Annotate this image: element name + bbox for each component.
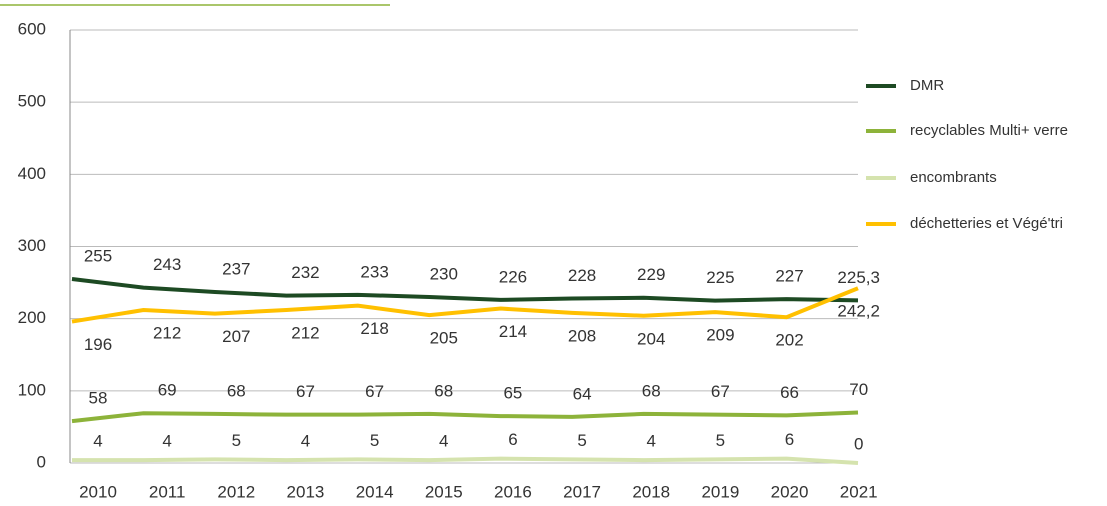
data-label: 6 [785,430,794,449]
series-line [72,456,859,465]
y-tick-label: 600 [18,19,46,38]
data-label: 67 [296,382,315,401]
x-tick-label: 2017 [563,482,601,501]
data-label: 68 [434,381,453,400]
y-tick-label: 400 [18,164,46,183]
data-label: 212 [291,323,319,342]
data-label: 225,3 [837,268,880,287]
data-label: 225 [706,268,734,287]
data-label: 227 [775,267,803,286]
data-label: 204 [637,329,665,348]
data-label: 209 [706,326,734,345]
data-label: 69 [158,381,177,400]
data-label: 228 [568,266,596,285]
data-label: 255 [84,246,112,265]
data-label: 6 [508,430,517,449]
data-label: 242,2 [837,302,880,321]
data-label: 5 [716,431,725,450]
y-tick-label: 100 [18,380,46,399]
y-tick-label: 500 [18,92,46,111]
data-label: 4 [93,432,102,451]
data-label: 5 [577,431,586,450]
x-tick-label: 2013 [287,482,325,501]
data-label: 67 [711,382,730,401]
data-label: 68 [642,381,661,400]
series-line [71,276,859,303]
data-label: 65 [503,384,522,403]
x-tick-label: 2020 [771,482,809,501]
x-tick-label: 2011 [149,482,186,501]
data-label: 207 [222,327,250,346]
x-tick-label: 2010 [79,482,117,501]
legend-label: encombrants [910,169,997,186]
data-label: 68 [227,381,246,400]
data-label: 58 [89,389,108,408]
data-label: 237 [222,259,250,278]
x-tick-label: 2015 [425,482,463,501]
data-label: 229 [637,265,665,284]
y-tick-label: 200 [18,308,46,327]
data-label: 243 [153,255,181,274]
data-label: 208 [568,326,596,345]
data-label: 196 [84,335,112,354]
data-label: 232 [291,263,319,282]
data-label: 67 [365,382,384,401]
x-tick-label: 2012 [217,482,255,501]
legend-label: DMR [910,77,944,94]
data-label: 66 [780,383,799,402]
x-tick-label: 2019 [701,482,739,501]
x-tick-label: 2018 [632,482,670,501]
data-label: 5 [370,431,379,450]
data-label: 4 [647,432,656,451]
data-label: 5 [232,431,241,450]
y-tick-label: 0 [37,452,46,471]
x-tick-label: 2016 [494,482,532,501]
data-label: 233 [360,262,388,281]
series-line [71,286,859,324]
y-tick-label: 300 [18,236,46,255]
x-tick-label: 2014 [356,482,394,501]
data-label: 226 [499,267,527,286]
legend-label: déchetteries et Végé'tri [910,215,1063,232]
data-label: 4 [439,432,448,451]
data-label: 212 [153,323,181,342]
data-label: 202 [775,331,803,350]
data-label: 218 [360,319,388,338]
data-label: 205 [430,329,458,348]
legend-label: recyclables Multi+ verre [910,122,1068,139]
x-tick-label: 2021 [840,482,878,501]
series-line [71,410,859,424]
data-label: 70 [849,380,868,399]
data-label: 230 [430,265,458,284]
data-label: 64 [573,384,592,403]
data-label: 4 [162,432,171,451]
data-label: 214 [499,322,527,341]
data-label: 0 [854,434,863,453]
data-label: 4 [301,432,310,451]
legend: DMR recyclables Multi+ verre encombrants dé… [866,77,1068,232]
